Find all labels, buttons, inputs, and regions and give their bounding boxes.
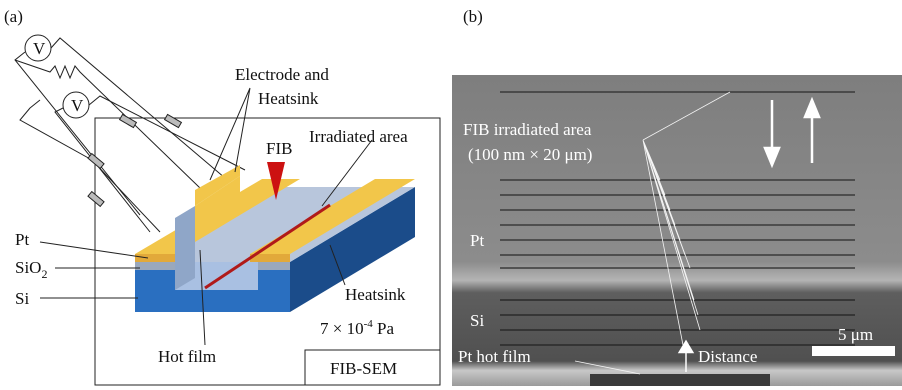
sio2-label: SiO2 — [15, 258, 47, 281]
panel-b: (b) FIB irradiated area (100 — [452, 7, 902, 386]
irradiated-size: (100 nm × 20 μm) — [468, 145, 592, 164]
pt-label: Pt — [470, 231, 484, 250]
scale-label: 5 μm — [838, 325, 873, 344]
distance-label: Distance — [698, 347, 757, 366]
hot-film-label: Pt hot film — [458, 347, 531, 366]
pt-label: Pt — [15, 230, 29, 249]
voltmeter-label: V — [33, 39, 46, 58]
pressure-unit: Pa — [373, 319, 395, 338]
panel-label: (a) — [4, 7, 23, 26]
scale-bar — [812, 346, 895, 356]
fib-label: FIB — [266, 139, 292, 158]
chamber-label: FIB-SEM — [330, 359, 397, 378]
electrode-label: Electrode and — [235, 65, 329, 84]
pressure-base: 7 × 10 — [320, 319, 364, 338]
voltmeter-label: V — [71, 96, 84, 115]
panel-label: (b) — [463, 7, 483, 26]
sio2-sub: 2 — [41, 267, 47, 281]
sio2-base: SiO — [15, 258, 41, 277]
figure: (a) V V — [0, 0, 902, 390]
panel-a: (a) V V — [4, 7, 440, 385]
hot-film-label: Hot film — [158, 347, 216, 366]
pressure-label: 7 × 10-4 Pa — [320, 318, 394, 338]
si-label: Si — [15, 289, 29, 308]
electrode-label: Heatsink — [258, 89, 319, 108]
heatsink-label: Heatsink — [345, 285, 406, 304]
hot-film-strip — [590, 374, 770, 386]
irradiated-label: FIB irradiated area — [463, 120, 592, 139]
irradiated-label: Irradiated area — [309, 127, 408, 146]
si-label: Si — [470, 311, 484, 330]
